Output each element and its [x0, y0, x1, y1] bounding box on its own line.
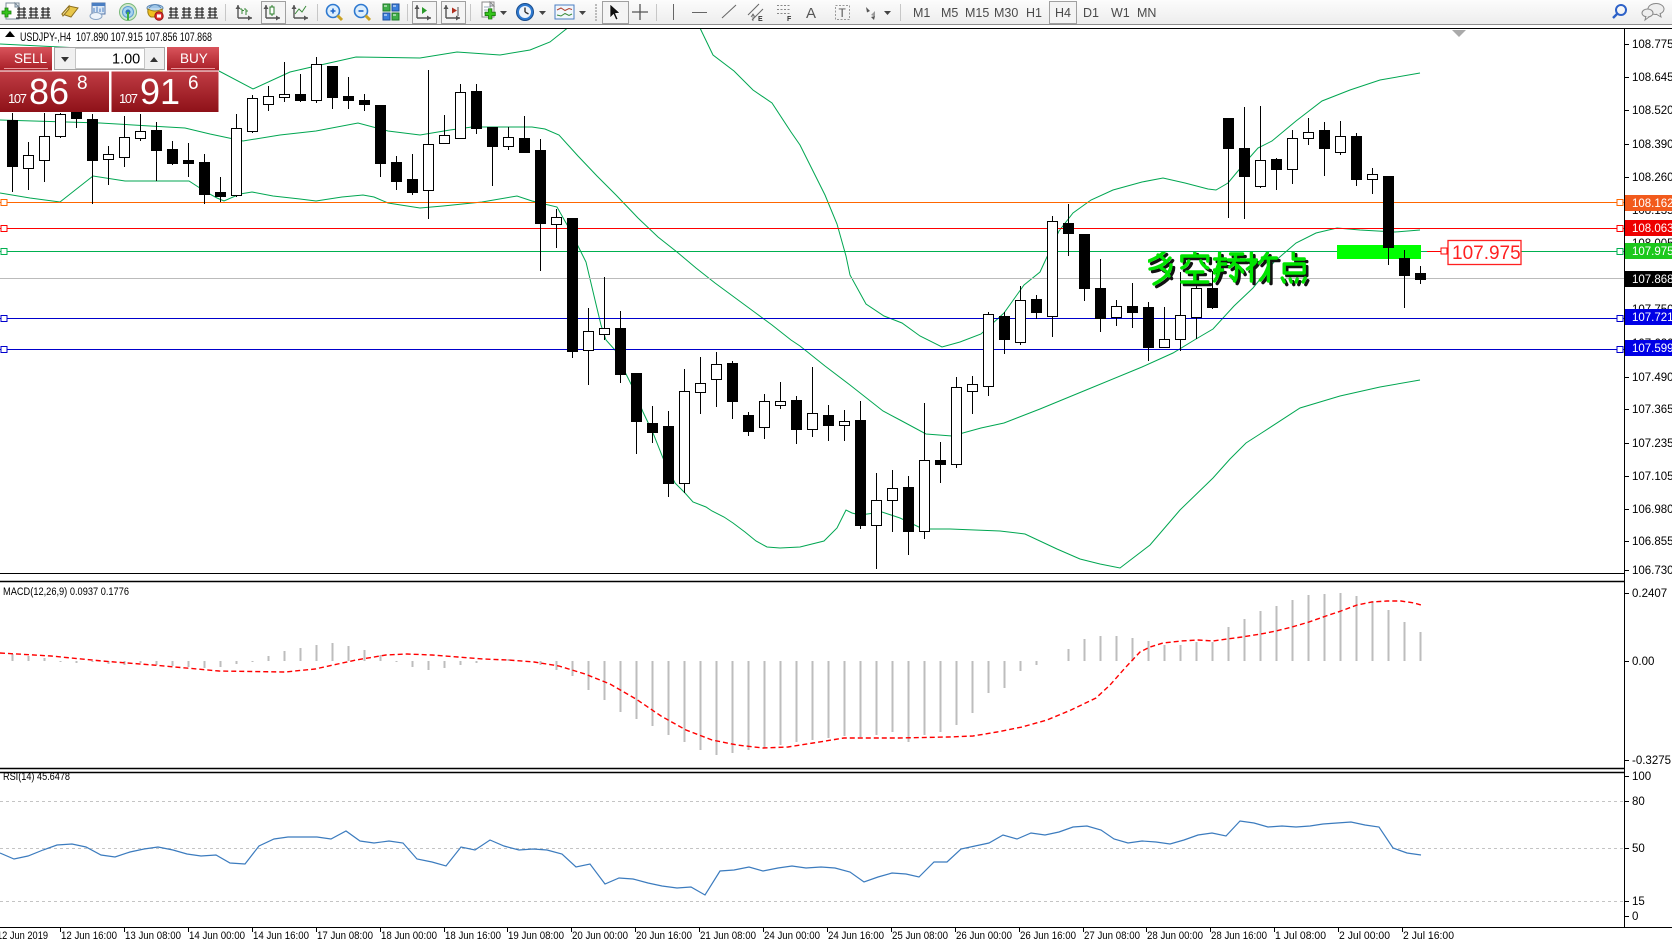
svg-text:-0.3275: -0.3275	[1632, 755, 1671, 767]
svg-text:1.00: 1.00	[112, 52, 140, 68]
svg-text:106.855: 106.855	[1632, 536, 1672, 548]
svg-text:2 Jul 16:00: 2 Jul 16:00	[1403, 930, 1454, 942]
svg-text:108.390: 108.390	[1632, 139, 1672, 151]
svg-text:27 Jun 08:00: 27 Jun 08:00	[1084, 930, 1140, 942]
svg-text:MN: MN	[1137, 6, 1156, 20]
svg-text:19 Jun 08:00: 19 Jun 08:00	[508, 930, 564, 942]
svg-text:D1: D1	[1083, 6, 1099, 20]
svg-text:SELL: SELL	[14, 51, 48, 66]
svg-text:107.868: 107.868	[1632, 274, 1672, 286]
svg-text:107.105: 107.105	[1632, 471, 1672, 483]
svg-text:107.599: 107.599	[1632, 343, 1672, 355]
svg-text:BUY: BUY	[180, 51, 208, 66]
svg-text:21 Jun 08:00: 21 Jun 08:00	[700, 930, 756, 942]
svg-text:17 Jun 08:00: 17 Jun 08:00	[317, 930, 373, 942]
svg-text:107.975: 107.975	[1632, 246, 1672, 258]
svg-text:24 Jun 00:00: 24 Jun 00:00	[764, 930, 820, 942]
svg-text:20 Jun 00:00: 20 Jun 00:00	[572, 930, 628, 942]
svg-text:26 Jun 16:00: 26 Jun 16:00	[1020, 930, 1076, 942]
svg-text:E: E	[758, 16, 763, 23]
svg-text:6: 6	[188, 73, 199, 94]
svg-text:100: 100	[1632, 771, 1651, 783]
svg-text:0: 0	[1632, 911, 1638, 923]
svg-text:107.365: 107.365	[1632, 404, 1672, 416]
svg-text:18 Jun 00:00: 18 Jun 00:00	[381, 930, 437, 942]
svg-text:M5: M5	[941, 6, 958, 20]
svg-text:H4: H4	[1055, 6, 1071, 20]
svg-text:12 Jun 16:00: 12 Jun 16:00	[61, 930, 117, 942]
svg-text:12 Jun 2019: 12 Jun 2019	[0, 930, 48, 942]
svg-text:50: 50	[1632, 843, 1645, 855]
svg-text:107.490: 107.490	[1632, 372, 1672, 384]
svg-text:108.520: 108.520	[1632, 105, 1672, 117]
svg-text:15: 15	[1632, 896, 1645, 908]
svg-text:M15: M15	[965, 6, 989, 20]
svg-text:107.975: 107.975	[1452, 243, 1521, 264]
svg-text:106.730: 106.730	[1632, 565, 1672, 577]
svg-text:A: A	[806, 5, 816, 22]
svg-text:0.2407: 0.2407	[1632, 588, 1667, 600]
svg-text:18 Jun 16:00: 18 Jun 16:00	[445, 930, 501, 942]
svg-text:F: F	[787, 16, 792, 23]
svg-text:80: 80	[1632, 796, 1645, 808]
svg-text:USDJPY-,H4 107.890 107.915 10: USDJPY-,H4 107.890 107.915 107.856 107.8…	[20, 30, 212, 44]
svg-text:108.063: 108.063	[1632, 223, 1672, 235]
svg-text:W1: W1	[1111, 6, 1130, 20]
svg-text:28 Jun 16:00: 28 Jun 16:00	[1211, 930, 1267, 942]
svg-text:RSI(14) 45.6478: RSI(14) 45.6478	[3, 771, 70, 783]
svg-text:M1: M1	[913, 6, 930, 20]
svg-text:107: 107	[119, 91, 138, 106]
svg-text:M30: M30	[994, 6, 1018, 20]
svg-text:108.162: 108.162	[1632, 198, 1672, 210]
svg-text:108.775: 108.775	[1632, 39, 1672, 51]
svg-text:107.721: 107.721	[1632, 312, 1672, 324]
svg-text:0.00: 0.00	[1632, 656, 1654, 668]
svg-text:20 Jun 16:00: 20 Jun 16:00	[636, 930, 692, 942]
svg-text:107.235: 107.235	[1632, 438, 1672, 450]
svg-text:14 Jun 16:00: 14 Jun 16:00	[253, 930, 309, 942]
svg-text:28 Jun 00:00: 28 Jun 00:00	[1147, 930, 1203, 942]
svg-text:8: 8	[77, 73, 88, 94]
svg-text:T: T	[839, 6, 847, 20]
svg-text:108.260: 108.260	[1632, 172, 1672, 184]
svg-text:MACD(12,26,9) 0.0937 0.1776: MACD(12,26,9) 0.0937 0.1776	[3, 586, 129, 598]
svg-text:25 Jun 08:00: 25 Jun 08:00	[892, 930, 948, 942]
svg-text:1 Jul 08:00: 1 Jul 08:00	[1275, 930, 1326, 942]
svg-text:108.645: 108.645	[1632, 72, 1672, 84]
svg-text:14 Jun 00:00: 14 Jun 00:00	[189, 930, 245, 942]
svg-text:13 Jun 08:00: 13 Jun 08:00	[125, 930, 181, 942]
svg-text:2 Jul 00:00: 2 Jul 00:00	[1339, 930, 1390, 942]
svg-text:86: 86	[29, 71, 69, 112]
svg-text:H1: H1	[1026, 6, 1042, 20]
svg-text:107: 107	[8, 91, 27, 106]
svg-text:24 Jun 16:00: 24 Jun 16:00	[828, 930, 884, 942]
svg-text:91: 91	[140, 71, 180, 112]
svg-text:26 Jun 00:00: 26 Jun 00:00	[956, 930, 1012, 942]
svg-text:106.980: 106.980	[1632, 504, 1672, 516]
